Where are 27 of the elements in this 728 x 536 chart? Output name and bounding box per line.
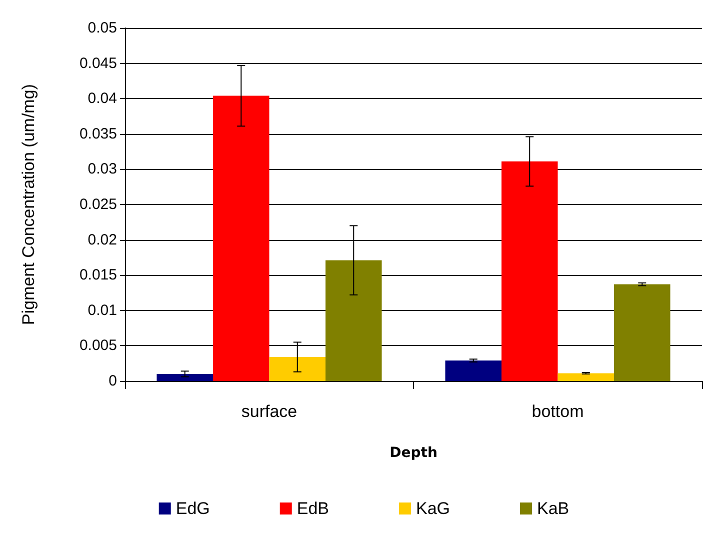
- y-tick-label: 0.035: [79, 125, 117, 142]
- x-axis-title: Depth: [390, 445, 438, 461]
- bar: [156, 374, 213, 381]
- bar: [269, 356, 326, 381]
- y-tick-label: 0: [108, 372, 117, 390]
- x-tick-label: surface: [241, 402, 298, 421]
- y-tick-label: 0.04: [88, 90, 117, 108]
- y-tick-label: 0.005: [79, 337, 117, 354]
- y-tick-label: 0.015: [79, 266, 117, 284]
- x-tick-label: bottom: [532, 402, 584, 421]
- legend-label: KaB: [537, 499, 570, 518]
- y-tick-label: 0.045: [79, 54, 117, 72]
- y-tick-label: 0.025: [79, 196, 117, 213]
- bar: [326, 260, 382, 381]
- bar: [445, 360, 502, 381]
- legend-label: EdB: [296, 499, 330, 518]
- y-tick-label: 0.05: [88, 20, 117, 36]
- bar: [558, 373, 614, 381]
- bar: [614, 284, 670, 381]
- legend-label: EdG: [176, 499, 210, 518]
- y-tick-label: 0.01: [88, 302, 117, 319]
- y-tick-label: 0.03: [88, 160, 117, 178]
- y-axis-title: Pigment Concentration (um/mg): [19, 84, 38, 325]
- legend-label: KaG: [416, 499, 450, 518]
- bar: [212, 96, 270, 381]
- bar: [501, 161, 558, 381]
- y-tick-label: 0.02: [88, 231, 117, 248]
